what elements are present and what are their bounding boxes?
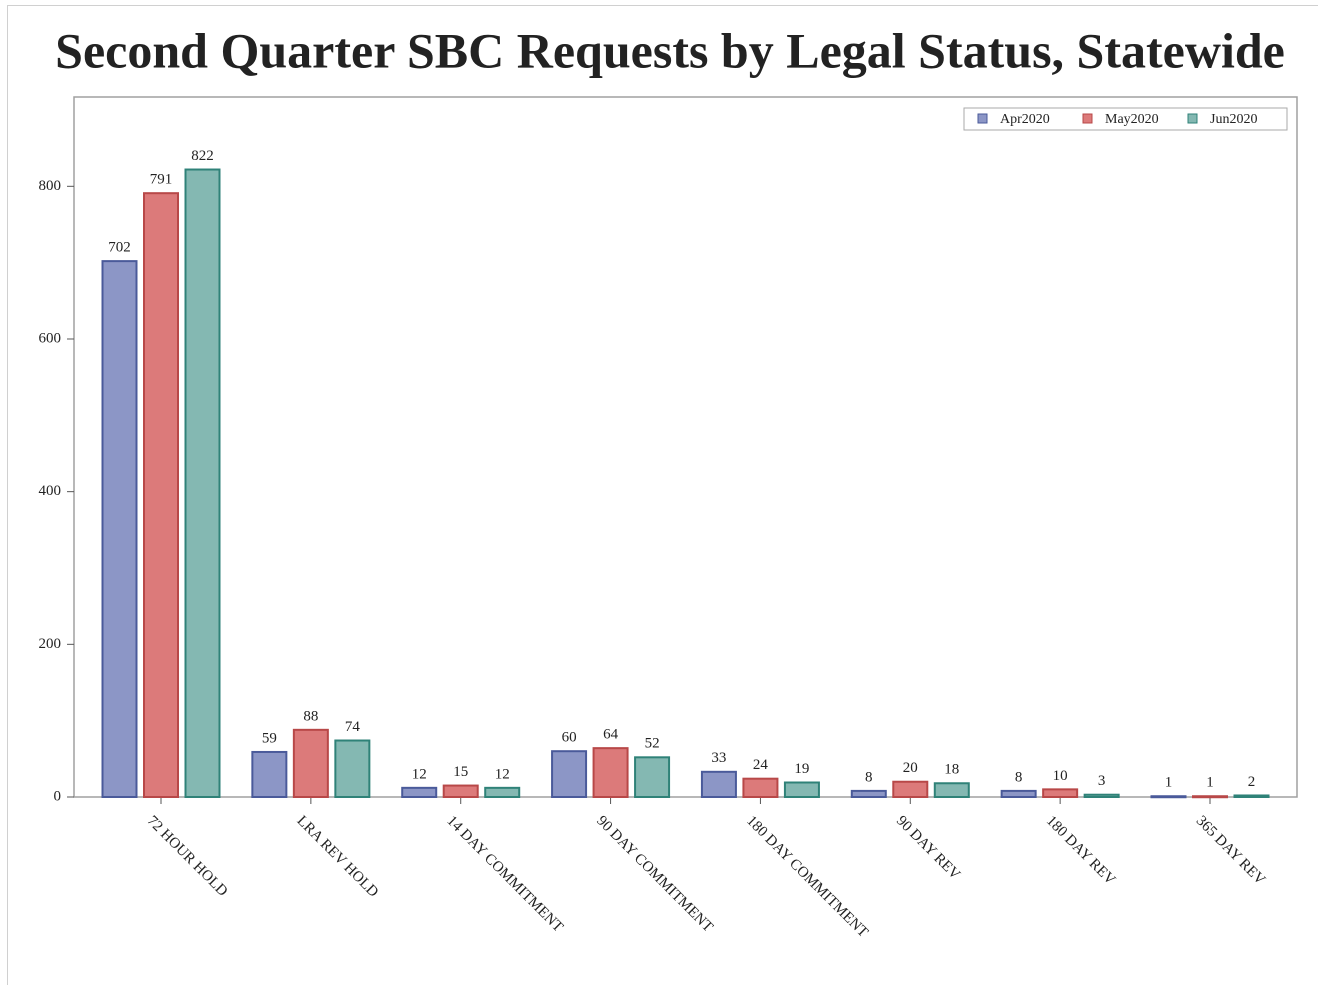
y-tick-label: 600: [39, 330, 62, 346]
bar: [334, 739, 371, 799]
bar: [484, 786, 521, 799]
value-label: 10: [1053, 768, 1068, 784]
value-label: 791: [150, 172, 173, 188]
bar: [1083, 793, 1120, 798]
y-tick-label: 200: [39, 636, 62, 652]
x-tick-label: 180 DAY REV: [1043, 813, 1118, 888]
plot-frame: [73, 96, 1298, 798]
legend-label: Apr2020: [1000, 112, 1050, 127]
value-label: 15: [453, 764, 468, 780]
bar: [1192, 795, 1228, 799]
value-label: 8: [865, 769, 873, 785]
bar: [634, 756, 671, 799]
bar: [783, 781, 820, 798]
legend-swatch: [1082, 113, 1093, 124]
x-tick-label: 180 DAY COMMITMENT: [743, 813, 871, 941]
x-tick-label: LRA REV HOLD: [294, 813, 382, 901]
legend-swatch: [1187, 113, 1198, 124]
y-tick-label: 800: [39, 178, 62, 194]
legend-label: May2020: [1105, 112, 1159, 127]
bar: [442, 784, 479, 799]
value-label: 12: [495, 766, 510, 782]
x-tick-label: 14 DAY COMMITMENT: [443, 813, 565, 935]
bar: [700, 770, 737, 798]
bar: [401, 786, 438, 799]
bar: [1000, 789, 1037, 798]
bar: [292, 728, 329, 798]
bar: [143, 192, 179, 798]
value-label: 822: [191, 148, 214, 164]
value-label: 33: [711, 750, 726, 766]
value-label: 1: [1206, 775, 1214, 791]
value-label: 12: [412, 766, 427, 782]
bar: [1042, 788, 1079, 798]
bar: [551, 750, 588, 799]
value-label: 24: [753, 757, 769, 773]
value-label: 18: [944, 762, 959, 778]
x-tick-label: 72 HOUR HOLD: [144, 813, 231, 900]
bar: [933, 782, 970, 798]
bar: [592, 747, 629, 798]
value-label: 2: [1248, 774, 1256, 790]
value-label: 1: [1165, 775, 1173, 791]
value-label: 19: [794, 761, 809, 777]
value-label: 74: [345, 719, 361, 735]
legend-swatch: [977, 113, 988, 124]
bar: [184, 168, 221, 798]
bar: [251, 750, 288, 799]
value-label: 3: [1098, 773, 1106, 789]
value-label: 59: [262, 730, 277, 746]
bar: [101, 260, 138, 798]
y-tick-label: 400: [39, 483, 62, 499]
y-tick-label: 0: [54, 788, 62, 804]
x-tick-label: 90 DAY REV: [893, 813, 963, 883]
outer-border: [7, 5, 1318, 985]
value-label: 88: [303, 708, 318, 724]
value-label: 60: [562, 730, 577, 746]
bar: [742, 777, 779, 798]
value-label: 52: [645, 736, 660, 752]
legend-label: Jun2020: [1210, 112, 1257, 127]
x-tick-label: 90 DAY COMMITMENT: [593, 813, 715, 935]
bar: [892, 780, 929, 799]
bar: [1150, 795, 1187, 799]
x-tick-label: 365 DAY REV: [1193, 813, 1268, 888]
bar: [850, 789, 887, 798]
value-label: 20: [903, 760, 918, 776]
value-label: 8: [1015, 769, 1023, 785]
bar: [1233, 794, 1270, 798]
value-label: 702: [108, 240, 131, 256]
value-label: 64: [603, 727, 619, 743]
legend-box: [963, 107, 1288, 131]
chart-title: Second Quarter SBC Requests by Legal Sta…: [55, 22, 1285, 78]
